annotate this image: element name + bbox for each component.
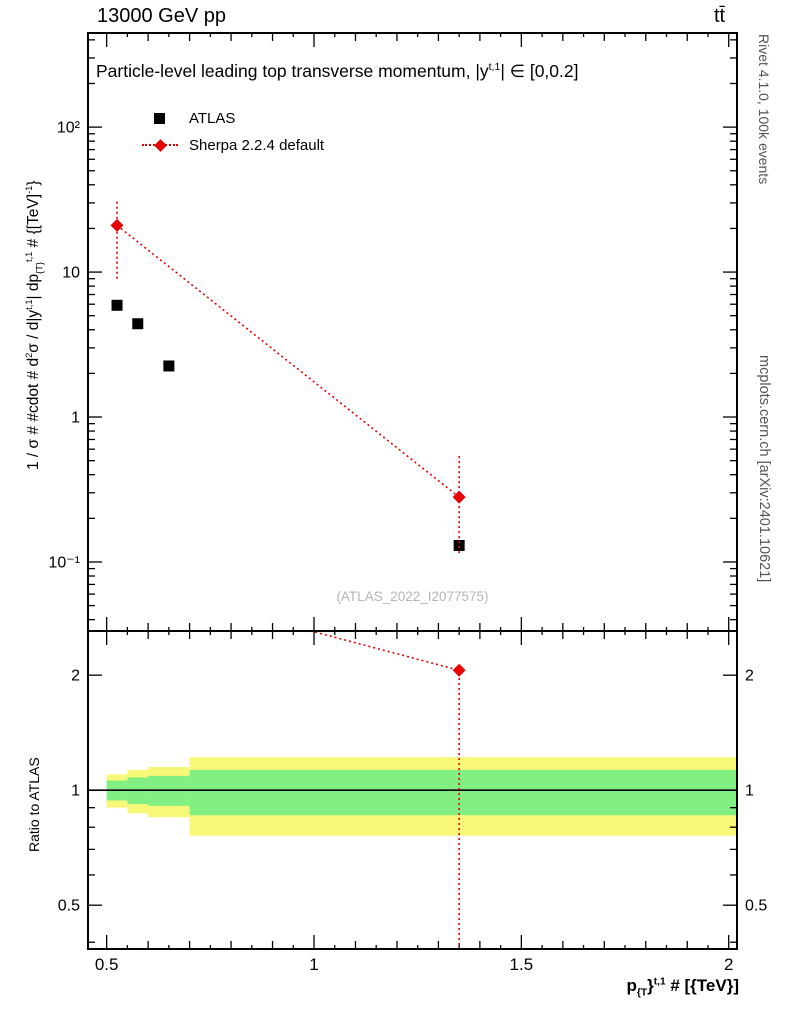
y-tick-label-right: 2 bbox=[745, 668, 754, 685]
x-tick-label: 0.5 bbox=[95, 955, 119, 974]
atlas-marker-icon bbox=[142, 110, 178, 126]
y-tick-label: 10 bbox=[62, 265, 80, 282]
ratio-panel bbox=[88, 631, 737, 949]
y-tick-label: 1 bbox=[71, 783, 80, 800]
legend-item-sherpa: Sherpa 2.2.4 default bbox=[142, 136, 325, 154]
x-tick-label: 2 bbox=[724, 955, 733, 974]
header-process-label: tt̄ bbox=[714, 5, 726, 27]
plot-title-text: Particle-level leading top transverse mo… bbox=[96, 61, 489, 81]
y-tick-label-right: 1 bbox=[745, 783, 754, 800]
y-tick-label-right: 0.5 bbox=[745, 898, 767, 915]
header-energy-label: 13000 GeV pp bbox=[97, 5, 226, 27]
y-tick-label: 10² bbox=[57, 120, 81, 137]
y-tick-label: 1 bbox=[71, 410, 80, 427]
scatter-panel bbox=[110, 198, 466, 554]
plot-title: Particle-level leading top transverse mo… bbox=[96, 61, 579, 82]
sherpa-marker-icon bbox=[142, 137, 178, 153]
y-axis-label-ratio: Ratio to ATLAS bbox=[26, 757, 42, 852]
legend-item-atlas: ATLAS bbox=[142, 109, 236, 127]
plot-title-end: | ∈ [0,0.2] bbox=[500, 61, 579, 81]
x-tick-label: 1 bbox=[309, 955, 318, 974]
y-tick-label: 0.5 bbox=[58, 898, 80, 915]
y-tick-label: 2 bbox=[71, 668, 80, 685]
mcplots-reference-note: mcplots.cern.ch [arXiv:2401.10621] bbox=[756, 355, 772, 583]
legend-label-atlas: ATLAS bbox=[189, 109, 236, 127]
legend-label-sherpa: Sherpa 2.2.4 default bbox=[189, 136, 325, 154]
y-axis-label-main: 1 / σ # #cdot # d2σ / d|yt,1| dp{T}t,1 #… bbox=[24, 180, 45, 470]
x-tick-label: 1.5 bbox=[510, 955, 534, 974]
y-tick-label: 10⁻¹ bbox=[48, 554, 80, 571]
rivet-version-note: Rivet 4.1.0, 100k events bbox=[756, 34, 772, 185]
plot-title-sup: t,1 bbox=[488, 61, 501, 74]
x-axis-label: p{T}t,1 # [{TeV}] bbox=[626, 976, 739, 999]
watermark-text: (ATLAS_2022_I2077575) bbox=[336, 589, 489, 604]
